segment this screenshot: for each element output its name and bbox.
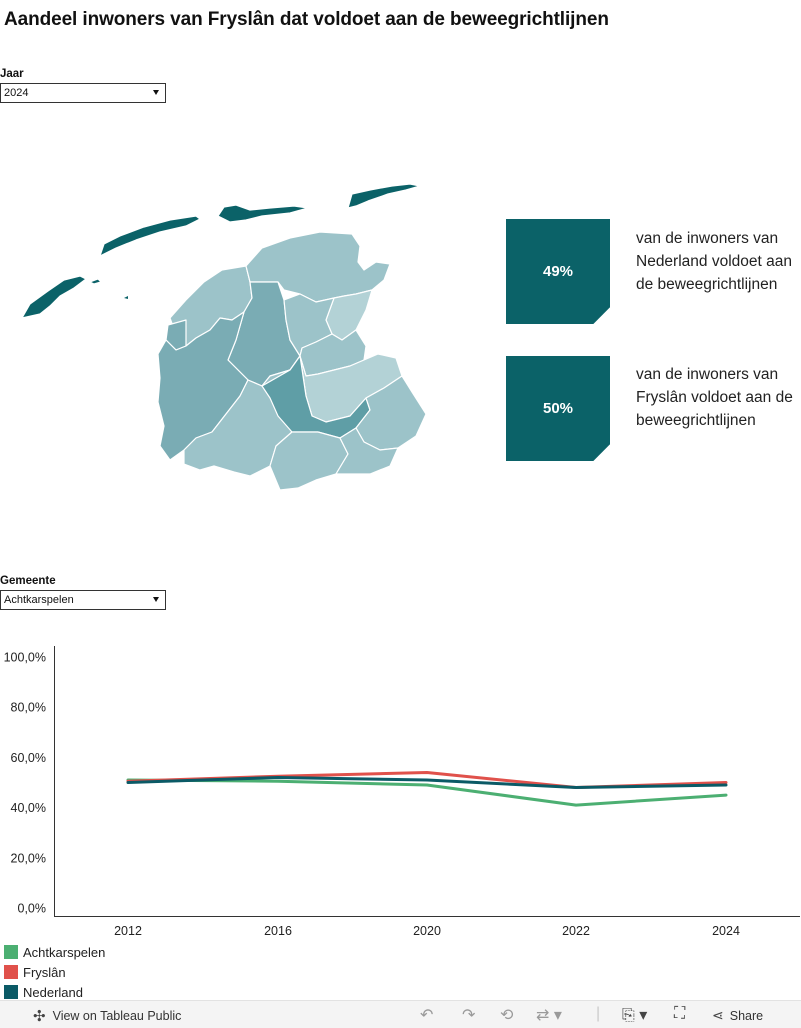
- y-tick-label: 20,0%: [11, 851, 46, 865]
- legend: Achtkarspelen Fryslân Nederland: [4, 942, 105, 1002]
- series-line-achtkarspelen[interactable]: [126, 778, 728, 807]
- redo-icon[interactable]: ↷: [462, 1007, 476, 1024]
- kpi-fryslan-text: van de inwoners van Fryslân voldoet aan …: [636, 366, 793, 429]
- x-tick-label: 2016: [264, 924, 292, 938]
- legend-swatch-nederland: [4, 985, 18, 999]
- year-dropdown[interactable]: 2024: [0, 83, 166, 103]
- map-island-vlieland[interactable]: [21, 275, 87, 319]
- legend-item[interactable]: Fryslân: [4, 962, 105, 982]
- legend-label: Fryslân: [23, 964, 66, 980]
- municipality-filter-label: Gemeente: [0, 575, 56, 587]
- map-region-weststellingwerf[interactable]: [269, 431, 349, 491]
- map-region-ooststellingwerf[interactable]: [335, 427, 399, 475]
- year-filter-label: Jaar: [0, 68, 24, 80]
- map-small-islet: [124, 296, 128, 299]
- kpi-nederland-text: van de inwoners van Nederland voldoet aa…: [636, 230, 792, 293]
- x-tick-label: 2020: [413, 924, 441, 938]
- view-on-tableau-label: View on Tableau Public: [52, 1009, 182, 1023]
- map-island-ameland[interactable]: [217, 204, 309, 223]
- refresh-icon[interactable]: ⇄ ▾: [536, 1007, 562, 1024]
- legend-label: Achtkarspelen: [23, 944, 106, 960]
- y-tick-label: 100,0%: [4, 651, 46, 665]
- tableau-toolbar: ✣ View on Tableau Public ↶ ↷ ⟲ ⇄ ▾ | ⎘ ▾…: [0, 1000, 801, 1028]
- fullscreen-icon[interactable]: ⛶: [674, 1005, 686, 1022]
- revert-icon[interactable]: ⟲: [500, 1007, 514, 1024]
- toolbar-divider: |: [596, 1005, 601, 1022]
- municipality-dropdown[interactable]: Achtkarspelen: [0, 590, 166, 610]
- tableau-logo-icon: ✣: [33, 1008, 46, 1025]
- line-chart[interactable]: 0,0% 20,0% 40,0% 60,0% 80,0% 100,0% 2012 2016 2…: [0, 640, 801, 940]
- legend-swatch-achtkarspelen: [4, 945, 18, 959]
- share-icon: ⋖: [712, 1007, 724, 1023]
- legend-swatch-fryslan: [4, 965, 18, 979]
- kpi-nederland-value: 49%: [506, 219, 610, 324]
- x-tick-label: 2012: [114, 924, 142, 938]
- legend-item[interactable]: Achtkarspelen: [4, 942, 105, 962]
- y-tick-label: 40,0%: [11, 801, 46, 815]
- kpi-fryslan-value: 50%: [506, 356, 610, 461]
- fryslan-map[interactable]: [0, 170, 440, 500]
- legend-label: Nederland: [23, 984, 83, 1000]
- download-icon[interactable]: ⎘ ▾: [622, 1007, 648, 1024]
- y-tick-label: 60,0%: [11, 751, 46, 765]
- year-dropdown-value: 2024: [4, 87, 29, 99]
- chevron-down-icon: [153, 90, 159, 95]
- page-title: Aandeel inwoners van Fryslân dat voldoet…: [4, 9, 609, 30]
- undo-icon[interactable]: ↶: [420, 1007, 434, 1024]
- municipality-dropdown-value: Achtkarspelen: [4, 594, 74, 606]
- x-tick-label: 2022: [562, 924, 590, 938]
- x-tick-label: 2024: [712, 924, 740, 938]
- map-region-opsterland[interactable]: [355, 375, 427, 451]
- map-island-schiermonnikoog[interactable]: [347, 183, 421, 209]
- map-island-terschelling[interactable]: [99, 215, 201, 257]
- share-button[interactable]: ⋖ Share: [712, 1007, 763, 1024]
- map-region-noardeast-fryslan[interactable]: [245, 231, 391, 303]
- y-tick-label: 0,0%: [18, 902, 47, 916]
- series-line-nederland[interactable]: [126, 776, 728, 789]
- view-on-tableau-link[interactable]: ✣ View on Tableau Public: [33, 1007, 181, 1025]
- map-island-griend[interactable]: [89, 278, 102, 285]
- chevron-down-icon: [153, 597, 159, 602]
- legend-item[interactable]: Nederland: [4, 982, 105, 1002]
- share-label: Share: [729, 1008, 764, 1023]
- y-tick-label: 80,0%: [11, 701, 46, 715]
